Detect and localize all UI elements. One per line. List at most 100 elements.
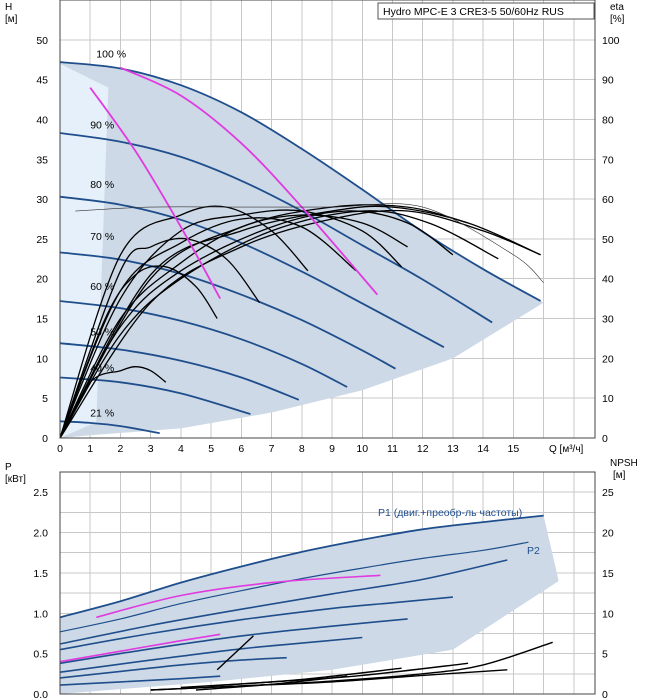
efficiency-curve [59, 209, 403, 439]
efficiency-curve-highlight [89, 87, 221, 300]
p-tick-label: 0.0 [33, 689, 48, 700]
power-curves [59, 514, 553, 691]
p2-curve [59, 541, 529, 633]
y-left-ticks: 0 5 10 15 20 25 30 35 40 45 50 [36, 35, 48, 445]
speed-labels: 100 % 90 % 80 % 70 % 60 % 50 % 40 % 21 % [90, 49, 126, 420]
npsh-curve [211, 667, 402, 687]
y-tick-label: 25 [36, 234, 48, 246]
p-tick-label: 2.0 [33, 528, 48, 540]
power-range-area [60, 515, 559, 694]
efficiency-curve-highlight [120, 66, 379, 296]
efficiency-curve [59, 210, 499, 439]
speed-label: 40 % [90, 362, 114, 374]
p-axis-label: P [5, 462, 12, 473]
speed-label: 21 % [90, 408, 114, 420]
eta-tick-label: 40 [602, 274, 614, 286]
p1-curve [59, 514, 544, 619]
eta-tick-label: 20 [602, 353, 614, 365]
speed-label: 70 % [90, 231, 114, 243]
head-panel: 0 1 2 3 4 5 6 7 8 9 10 11 12 13 14 15 05101520253035404… [5, 0, 625, 455]
y-tick-label: 15 [36, 314, 48, 326]
speed-label: 80 % [90, 179, 114, 191]
p1-series-label: P1 (двиг.+преобр-ль частоты) [378, 507, 522, 519]
efficiency-curve [75, 203, 544, 283]
p-tick-label: 0.5 [33, 649, 48, 661]
npsh-curve [150, 669, 508, 691]
efficiency-curve [59, 204, 469, 439]
power-curve [59, 636, 363, 673]
power-area [60, 515, 559, 694]
x-tick-label: 8 [299, 443, 305, 455]
x-tick-label: 7 [269, 443, 275, 455]
x-axis-label: Q [м³/ч] [549, 444, 584, 455]
x-tick-label: 12 [417, 443, 429, 455]
npsh-tick-label: 0 [602, 689, 608, 700]
head-curve [59, 251, 396, 370]
npsh-curve [195, 675, 348, 691]
head-curves [59, 61, 544, 439]
y-tick-label: 45 [36, 75, 48, 87]
eta-tick-label: 50 [602, 234, 614, 246]
power-curve [59, 618, 408, 665]
power-curve-highlight [59, 633, 221, 663]
efficiency-curve [59, 265, 218, 439]
p2-series-label: P2 [527, 545, 540, 557]
npsh-axis-label: NPSH [610, 458, 638, 469]
x-tick-label: 15 [508, 443, 520, 455]
x-tick-label: 1 [87, 443, 93, 455]
eta-tick-label: 70 [602, 154, 614, 166]
npsh-tick-label: 5 [602, 649, 608, 661]
y-right-unit: [%] [610, 14, 625, 25]
x-tick-label: 10 [356, 443, 368, 455]
p-axis-unit: [кВт] [5, 474, 26, 485]
power-frame [59, 471, 596, 695]
x-tick-label: 5 [208, 443, 214, 455]
head-curve [59, 342, 300, 401]
p-tick-label: 2.5 [33, 487, 48, 499]
y-tick-label: 40 [36, 114, 48, 126]
y-tick-label: 10 [36, 353, 48, 365]
head-curve [59, 195, 445, 348]
eta-tick-label: 100 [602, 35, 620, 47]
x-tick-label: 13 [447, 443, 459, 455]
eta-tick-label: 90 [602, 75, 614, 87]
speed-label: 60 % [90, 281, 114, 293]
y-tick-label: 20 [36, 274, 48, 286]
npsh-right-ticks: 0 5 10 15 20 25 [602, 487, 614, 700]
y-tick-label: 0 [42, 433, 48, 445]
efficiency-curve [59, 237, 261, 439]
y-tick-label: 5 [42, 393, 48, 405]
eta-tick-label: 30 [602, 314, 614, 326]
power-curve [59, 656, 287, 679]
npsh-axis-unit: [м] [613, 470, 626, 481]
p-tick-label: 1.5 [33, 568, 48, 580]
efficiency-curve [59, 205, 541, 439]
p-left-ticks: 0.0 0.5 1.0 1.5 2.0 2.5 [33, 487, 48, 700]
eta-tick-label: 0 [602, 433, 608, 445]
npsh-tick-label: 20 [602, 528, 614, 540]
eta-tick-label: 80 [602, 114, 614, 126]
y-tick-label: 30 [36, 194, 48, 206]
y-right-label: eta [610, 2, 624, 13]
x-axis-ticks: 0 1 2 3 4 5 6 7 8 9 10 11 12 13 14 15 [57, 443, 519, 455]
npsh-curve [216, 635, 254, 671]
p-tick-label: 1.0 [33, 608, 48, 620]
chart-title-box [377, 2, 595, 20]
power-panel: 0.0 0.5 1.0 1.5 2.0 2.5 0 5 10 15 20 25 P [кВт] NP… [5, 458, 638, 700]
speed-label: 100 % [96, 49, 126, 61]
x-tick-label: 0 [57, 443, 63, 455]
y-tick-label: 35 [36, 154, 48, 166]
head-curve [59, 420, 160, 435]
y-left-unit: [м] [5, 14, 18, 25]
power-curve-highlight [96, 574, 381, 619]
speed-label: 50 % [90, 326, 114, 338]
head-frame [59, 0, 596, 439]
power-curve [59, 675, 221, 686]
x-tick-label: 4 [178, 443, 184, 455]
x-tick-label: 9 [329, 443, 335, 455]
npsh-tick-label: 10 [602, 608, 614, 620]
x-tick-label: 11 [387, 443, 398, 455]
head-curve [59, 300, 348, 388]
eta-tick-label: 10 [602, 393, 614, 405]
